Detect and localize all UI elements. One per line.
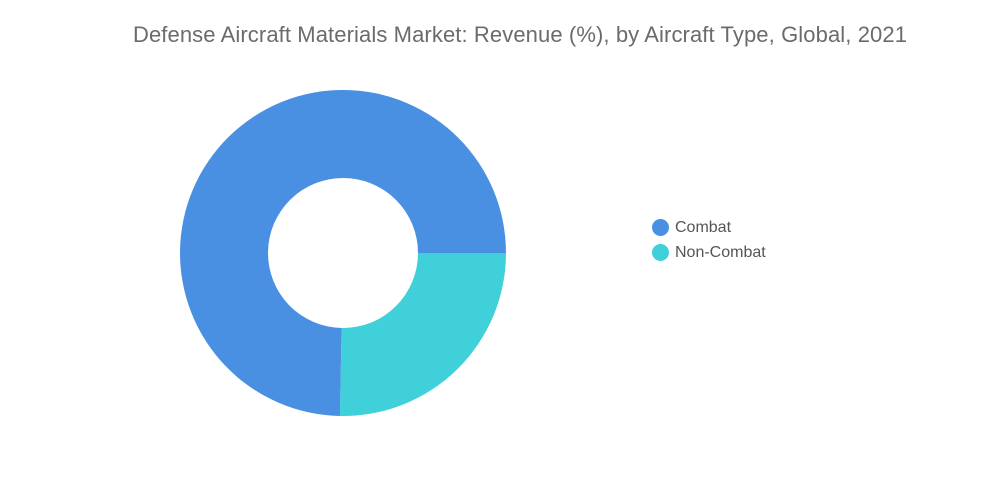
legend-label-non-combat: Non-Combat: [675, 243, 766, 261]
legend-label-combat: Combat: [675, 218, 732, 236]
legend-item-non-combat[interactable]: Non-Combat: [652, 240, 766, 265]
legend-swatch-combat: [652, 219, 669, 236]
donut-slice-non-combat[interactable]: [339, 253, 506, 416]
legend-item-combat[interactable]: Combat: [652, 215, 766, 240]
legend-swatch-non-combat: [652, 244, 669, 261]
donut-slice-combat[interactable]: [179, 89, 507, 416]
chart-title: Defense Aircraft Materials Market: Reven…: [132, 22, 908, 47]
chart-legend: Combat Non-Combat: [652, 215, 766, 265]
